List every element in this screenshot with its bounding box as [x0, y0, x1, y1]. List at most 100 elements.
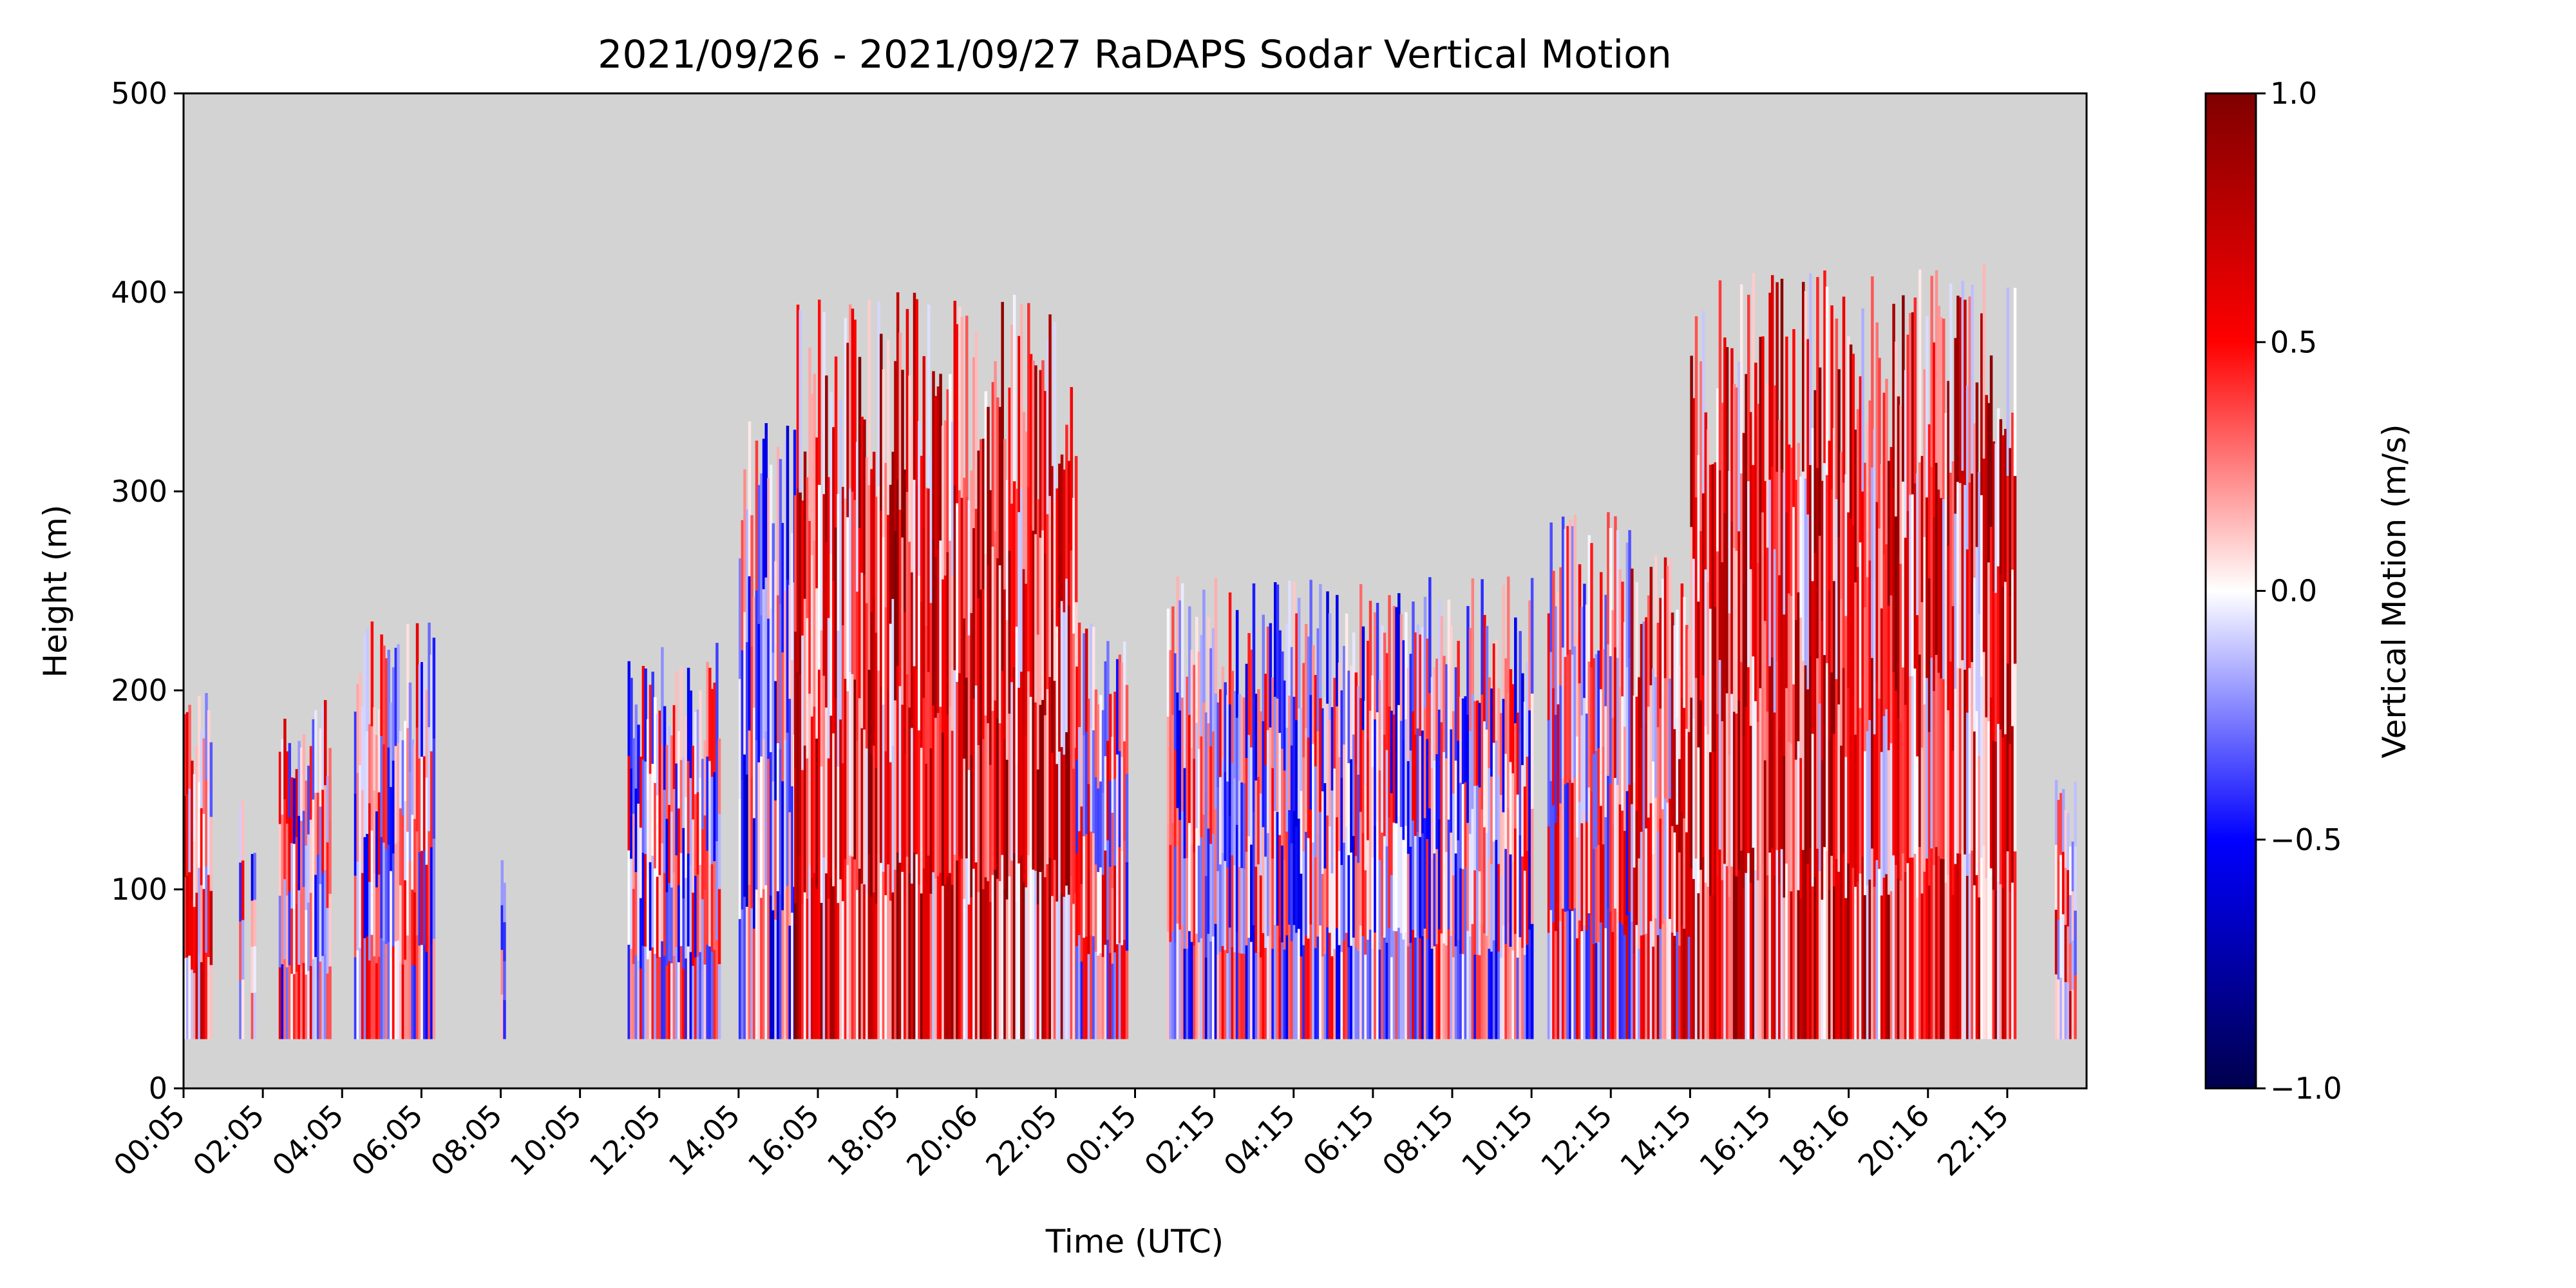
heatmap-cell [368, 881, 372, 961]
heatmap-cell [963, 898, 966, 1039]
heatmap-cell [387, 844, 390, 942]
heatmap-cell [1485, 625, 1489, 730]
heatmap-cell [965, 677, 969, 858]
heatmap-cell [312, 719, 315, 800]
heatmap-cell [408, 949, 412, 1039]
heatmap-cell [1005, 480, 1009, 620]
heatmap-cell [1878, 527, 1881, 699]
heatmap-cell [717, 888, 721, 965]
heatmap-cell [1506, 576, 1510, 693]
heatmap-cell [658, 875, 662, 958]
heatmap-cell [794, 902, 797, 1039]
heatmap-cell [813, 872, 817, 1039]
heatmap-cell [193, 906, 196, 973]
heatmap-cell [701, 969, 705, 1039]
heatmap-cell [796, 488, 800, 672]
heatmap-cell [1592, 848, 1596, 944]
heatmap-cell [1730, 520, 1734, 694]
heatmap-cell [665, 818, 669, 893]
heatmap-cell [422, 944, 426, 1039]
heatmap-cell [920, 747, 923, 894]
heatmap-cell [717, 738, 721, 815]
heatmap-cell [898, 509, 902, 687]
heatmap-cell [1849, 865, 1853, 1039]
heatmap-cell [1571, 910, 1575, 1039]
heatmap-cell [191, 761, 194, 831]
heatmap-cell [283, 719, 287, 800]
heatmap-cell [1447, 929, 1451, 1039]
heatmap-cell [321, 789, 325, 873]
heatmap-cell [1645, 828, 1648, 934]
heatmap-cell [1940, 497, 1943, 679]
heatmap-cell [283, 878, 287, 960]
heatmap-cell [1776, 471, 1779, 661]
heatmap-cell [849, 488, 852, 672]
heatmap-cell [870, 611, 873, 755]
heatmap-cell [1980, 676, 1984, 858]
heatmap-cell [1343, 645, 1346, 745]
heatmap-cell [1343, 842, 1346, 942]
heatmap-cell [1414, 734, 1417, 837]
heatmap-cell [820, 902, 824, 1039]
heatmap-cell [1423, 817, 1427, 929]
heatmap-cell [1754, 363, 1757, 533]
heatmap-cell [298, 815, 301, 891]
heatmap-cell [1328, 932, 1332, 1039]
heatmap-cell [1060, 893, 1064, 1039]
heatmap-cell [392, 853, 395, 947]
heatmap-cell [302, 810, 306, 887]
heatmap-cell [932, 871, 935, 1039]
heatmap-cell [1920, 455, 1924, 602]
heatmap-cell [1444, 757, 1448, 852]
heatmap-cell [328, 820, 332, 894]
colorbar-label: Vertical Motion (m/s) [2376, 424, 2413, 758]
heatmap-cell [1747, 294, 1750, 482]
heatmap-cell [1673, 625, 1677, 730]
heatmap-cell [392, 667, 395, 761]
heatmap-cell [1992, 889, 1995, 1039]
heatmap-cell [949, 872, 952, 1039]
heatmap-cell [1927, 578, 1931, 732]
heatmap-cell [1217, 702, 1220, 788]
heatmap-cell [710, 864, 714, 952]
x-tick-label: 12:15 [1534, 1098, 1619, 1183]
heatmap-cell [1683, 928, 1686, 1039]
heatmap-cell [877, 301, 880, 487]
heatmap-cell [1985, 395, 1988, 556]
heatmap-cell [1056, 625, 1059, 764]
heatmap-cell [1010, 325, 1014, 504]
heatmap-cell [632, 813, 636, 889]
heatmap-cell [1336, 706, 1339, 818]
heatmap-cell [1083, 836, 1086, 938]
heatmap-cell [1340, 864, 1343, 952]
heatmap-cell [1909, 676, 1912, 858]
heatmap-cell [784, 889, 787, 1039]
heatmap-cell [1104, 755, 1107, 851]
heatmap-cell [1961, 659, 1964, 850]
heatmap-cell [1730, 693, 1734, 867]
heatmap-cell [1738, 700, 1741, 870]
heatmap-cell [1065, 578, 1068, 732]
heatmap-cell [2013, 475, 2017, 664]
heatmap-cell [1314, 857, 1318, 949]
heatmap-cell [1228, 704, 1232, 817]
heatmap-cell [651, 671, 654, 764]
heatmap-cell [1785, 512, 1788, 688]
heatmap-cell [829, 553, 833, 716]
heatmap-cell [384, 753, 388, 849]
heatmap-cell [1780, 658, 1784, 849]
heatmap-cell [1207, 617, 1211, 724]
heatmap-cell [1669, 558, 1672, 679]
heatmap-cell [1609, 527, 1613, 656]
heatmap-cell [354, 712, 357, 794]
heatmap-cell [361, 955, 365, 1039]
heatmap-cell [1566, 782, 1569, 911]
heatmap-cell [1804, 478, 1808, 666]
heatmap-cell [383, 940, 386, 1039]
heatmap-cell [1235, 931, 1239, 1039]
heatmap-cell [1873, 581, 1877, 735]
heatmap-cell [1804, 851, 1808, 1039]
heatmap-cell [887, 864, 890, 1039]
heatmap-cell [713, 772, 716, 862]
heatmap-cell [1283, 680, 1287, 771]
